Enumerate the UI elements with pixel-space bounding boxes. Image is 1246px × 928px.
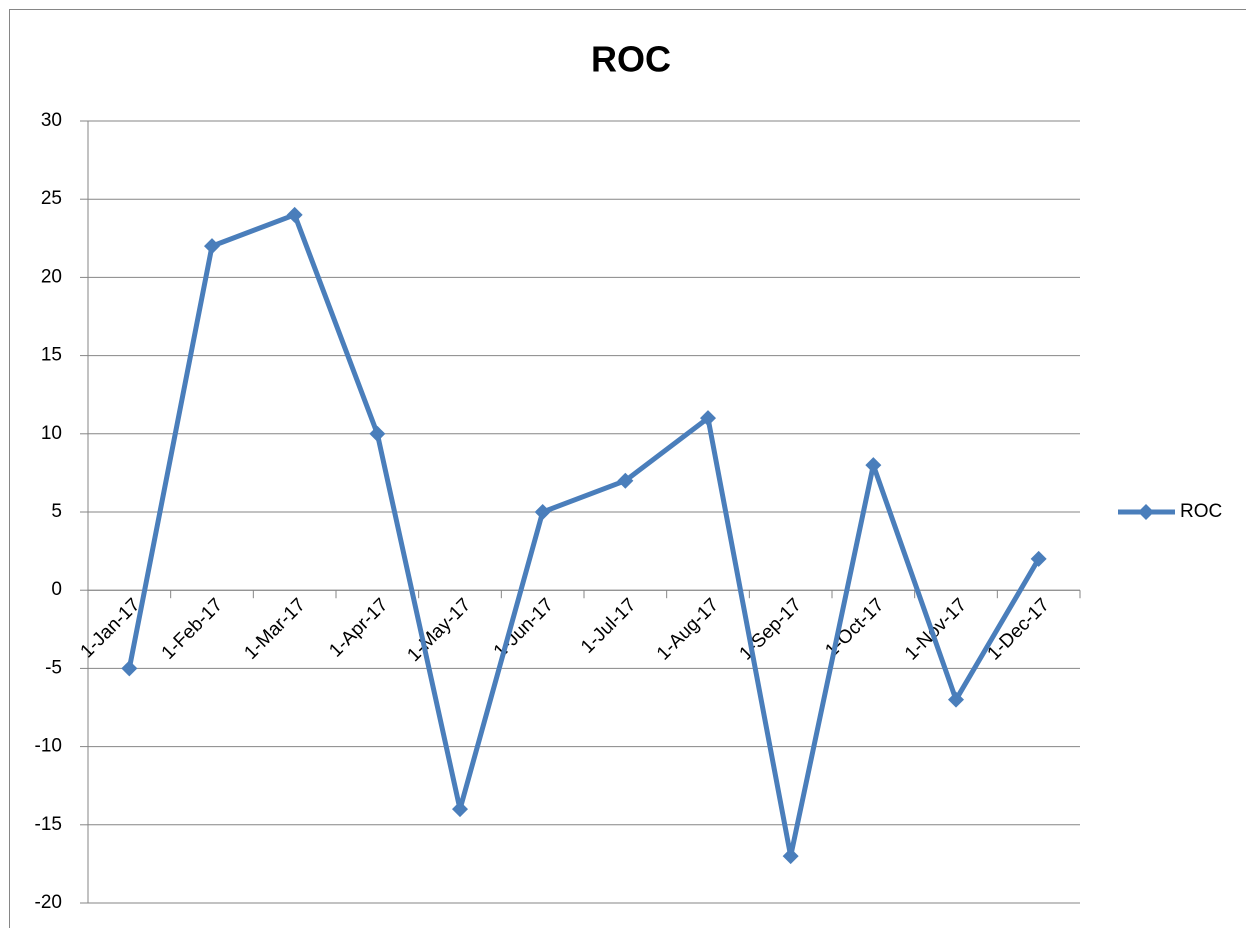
point-marker [121, 660, 138, 677]
point-marker [700, 410, 716, 427]
y-tick-label: -5 [45, 657, 62, 678]
legend-label: ROC [1180, 501, 1222, 522]
y-tick-label: -15 [35, 814, 62, 835]
y-tick-label: 30 [41, 110, 62, 131]
point-marker [286, 206, 303, 223]
y-tick-label: 5 [51, 501, 62, 522]
point-marker [782, 848, 799, 865]
legend-marker [1138, 504, 1154, 520]
chart-title: ROC [591, 39, 671, 80]
y-tick-label: 25 [41, 188, 62, 209]
point-marker [617, 472, 634, 489]
point-marker [534, 504, 551, 520]
point-marker [452, 801, 468, 818]
y-tick-label: -20 [35, 892, 62, 913]
point-marker [948, 691, 964, 708]
y-tick-label: 10 [41, 423, 62, 444]
point-marker [204, 238, 220, 255]
point-marker [865, 457, 882, 474]
point-marker [369, 425, 386, 442]
y-tick-label: 20 [41, 266, 62, 287]
chart-border [9, 9, 1246, 928]
point-marker [1030, 550, 1047, 567]
series-line [126, 212, 1041, 859]
y-tick-label: 15 [41, 345, 62, 366]
y-tick-label: -10 [35, 736, 62, 757]
y-tick-label: 0 [51, 579, 62, 600]
